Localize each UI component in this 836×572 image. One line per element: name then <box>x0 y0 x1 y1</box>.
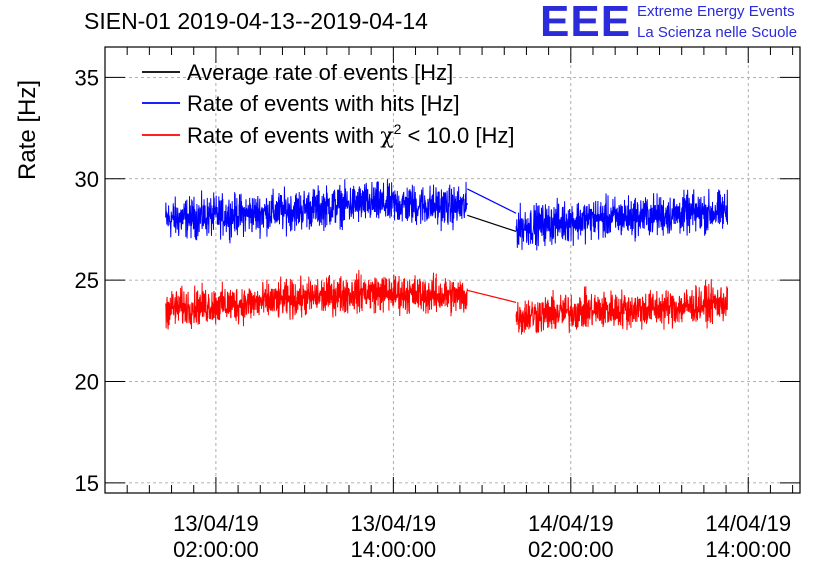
eee-logo: EEE <box>540 0 632 46</box>
x-tick-label-time: 14:00:00 <box>351 537 437 562</box>
y-tick-label: 35 <box>75 65 99 90</box>
x-tick-label-time: 02:00:00 <box>528 537 614 562</box>
x-tick-label-date: 14/04/19 <box>528 511 614 536</box>
x-tick-label-date: 13/04/19 <box>173 511 259 536</box>
x-tick-label-time: 02:00:00 <box>173 537 259 562</box>
y-tick-label: 20 <box>75 370 99 395</box>
legend-label-chi2: Rate of events with χ2 < 10.0 [Hz] <box>187 121 514 149</box>
y-tick-label: 30 <box>75 167 99 192</box>
gap-line-chi2 <box>467 289 517 304</box>
y-tick-label: 15 <box>75 471 99 496</box>
x-tick-label-date: 13/04/19 <box>351 511 437 536</box>
logo-line-1: Extreme Energy Events <box>637 3 795 20</box>
x-tick-label-date: 14/04/19 <box>705 511 791 536</box>
x-tick-label-time: 14:00:00 <box>705 537 791 562</box>
gap-line-hits <box>467 188 517 214</box>
average-rate-line <box>467 214 517 233</box>
series-hits-line <box>165 179 729 251</box>
series-chi2-line <box>165 269 729 335</box>
legend-label-average: Average rate of events [Hz] <box>187 60 453 85</box>
plot-frame <box>104 46 801 494</box>
chart-title: SIEN-01 2019-04-13--2019-04-14 <box>84 8 428 34</box>
logo-line-2: La Scienza nelle Scuole <box>637 24 798 41</box>
legend-label-hits: Rate of events with hits [Hz] <box>187 91 460 116</box>
y-tick-label: 25 <box>75 268 99 293</box>
